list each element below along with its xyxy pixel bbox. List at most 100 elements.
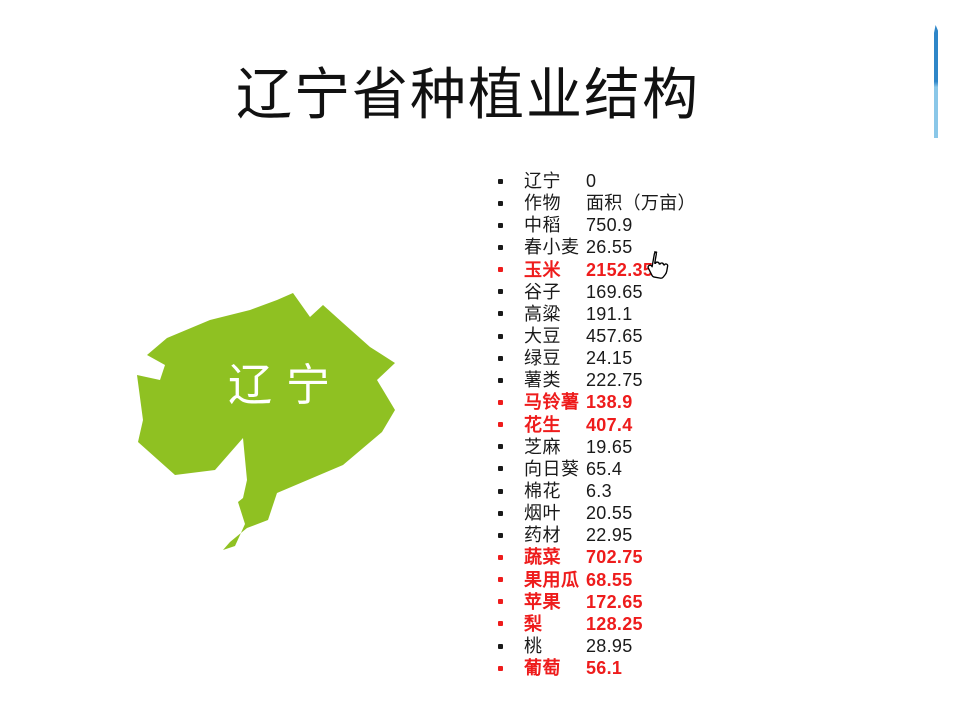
bullet-icon bbox=[486, 510, 514, 516]
crop-row: 薯类 222.75 bbox=[486, 369, 696, 391]
crop-row: 中稻 750.9 bbox=[486, 214, 696, 236]
crop-row: 作物 面积（万亩） bbox=[486, 192, 696, 214]
bullet-icon bbox=[486, 621, 514, 627]
bullet-icon bbox=[486, 311, 514, 317]
crop-value: 26.55 bbox=[586, 237, 633, 258]
bullet-icon bbox=[486, 466, 514, 472]
scrollbar-thumb[interactable] bbox=[934, 25, 938, 138]
crop-value: 19.65 bbox=[586, 436, 633, 457]
bullet-icon bbox=[486, 532, 514, 538]
bullet-icon bbox=[486, 178, 514, 184]
crop-value: 407.4 bbox=[586, 414, 633, 435]
crop-label: 桃 bbox=[524, 636, 543, 657]
bullet-icon bbox=[486, 444, 514, 450]
crop-value: 191.1 bbox=[586, 303, 633, 324]
crop-row: 春小麦 26.55 bbox=[486, 236, 696, 258]
crop-label: 马铃薯 bbox=[524, 392, 580, 413]
crop-label: 花生 bbox=[524, 414, 561, 435]
bullet-icon bbox=[486, 577, 514, 583]
crop-label: 蔬菜 bbox=[524, 547, 561, 568]
crop-label: 谷子 bbox=[524, 281, 561, 302]
crop-label: 向日葵 bbox=[524, 458, 580, 479]
map-label: 辽宁 bbox=[228, 361, 344, 410]
crop-value: 750.9 bbox=[586, 215, 633, 236]
crop-value: 222.75 bbox=[586, 370, 643, 391]
crop-row: 梨 128.25 bbox=[486, 613, 696, 635]
crop-value: 6.3 bbox=[586, 481, 612, 502]
bullet-icon bbox=[486, 643, 514, 649]
bullet-icon bbox=[486, 422, 514, 428]
liaoning-map: 辽宁 bbox=[137, 293, 395, 550]
liaoning-map-shape bbox=[137, 293, 395, 550]
crop-value: 702.75 bbox=[586, 547, 643, 568]
crop-label: 绿豆 bbox=[524, 348, 561, 369]
bullet-icon bbox=[486, 289, 514, 295]
bullet-icon bbox=[486, 554, 514, 560]
bullet-icon bbox=[486, 599, 514, 605]
crop-label: 玉米 bbox=[524, 259, 561, 280]
crop-list: 辽宁 0 作物 面积（万亩） 中稻 750.9 春小麦 26.55 玉米 215… bbox=[486, 170, 696, 679]
crop-row: 芝麻 19.65 bbox=[486, 436, 696, 458]
crop-label: 大豆 bbox=[524, 326, 561, 347]
bullet-icon bbox=[486, 377, 514, 383]
crop-row: 马铃薯 138.9 bbox=[486, 391, 696, 413]
crop-label: 葡萄 bbox=[524, 658, 561, 679]
crop-label: 作物 bbox=[524, 193, 561, 214]
crop-row: 桃 28.95 bbox=[486, 635, 696, 657]
crop-value: 169.65 bbox=[586, 281, 643, 302]
crop-value: 457.65 bbox=[586, 326, 643, 347]
crop-value: 138.9 bbox=[586, 392, 633, 413]
crop-value: 24.15 bbox=[586, 348, 633, 369]
crop-value: 22.95 bbox=[586, 525, 633, 546]
crop-row: 向日葵 65.4 bbox=[486, 458, 696, 480]
crop-row: 高粱 191.1 bbox=[486, 303, 696, 325]
crop-value: 2152.35 bbox=[586, 259, 654, 280]
bullet-icon bbox=[486, 665, 514, 671]
crop-label: 苹果 bbox=[524, 591, 561, 612]
crop-value: 面积（万亩） bbox=[586, 193, 696, 214]
crop-label: 辽宁 bbox=[524, 171, 561, 192]
crop-label: 棉花 bbox=[524, 481, 561, 502]
slide-title: 辽宁省种植业结构 bbox=[236, 65, 700, 127]
bullet-icon bbox=[486, 333, 514, 339]
crop-value: 65.4 bbox=[586, 458, 623, 479]
crop-label: 梨 bbox=[524, 613, 543, 634]
crop-row: 蔬菜 702.75 bbox=[486, 546, 696, 568]
crop-row: 谷子 169.65 bbox=[486, 281, 696, 303]
crop-label: 中稻 bbox=[524, 215, 561, 236]
crop-value: 56.1 bbox=[586, 658, 623, 679]
crop-row: 果用瓜 68.55 bbox=[486, 569, 696, 591]
bullet-icon bbox=[486, 267, 514, 273]
crop-value: 28.95 bbox=[586, 636, 633, 657]
crop-label: 烟叶 bbox=[524, 503, 561, 524]
crop-row: 玉米 2152.35 bbox=[486, 259, 696, 281]
crop-label: 春小麦 bbox=[524, 237, 580, 258]
crop-label: 果用瓜 bbox=[524, 569, 580, 590]
crop-row: 辽宁 0 bbox=[486, 170, 696, 192]
bullet-icon bbox=[486, 355, 514, 361]
crop-row: 绿豆 24.15 bbox=[486, 347, 696, 369]
crop-label: 高粱 bbox=[524, 303, 561, 324]
bullet-icon bbox=[486, 244, 514, 250]
bullet-icon bbox=[486, 488, 514, 494]
crop-row: 棉花 6.3 bbox=[486, 480, 696, 502]
crop-label: 药材 bbox=[524, 525, 561, 546]
bullet-icon bbox=[486, 222, 514, 228]
crop-row: 花生 407.4 bbox=[486, 414, 696, 436]
crop-value: 0 bbox=[586, 171, 597, 192]
crop-value: 172.65 bbox=[586, 591, 643, 612]
crop-row: 葡萄 56.1 bbox=[486, 657, 696, 679]
bullet-icon bbox=[486, 399, 514, 405]
crop-row: 苹果 172.65 bbox=[486, 591, 696, 613]
crop-label: 薯类 bbox=[524, 370, 561, 391]
crop-row: 大豆 457.65 bbox=[486, 325, 696, 347]
crop-row: 烟叶 20.55 bbox=[486, 502, 696, 524]
hand-pointer-icon bbox=[647, 251, 669, 279]
crop-value: 128.25 bbox=[586, 613, 643, 634]
bullet-icon bbox=[486, 200, 514, 206]
crop-value: 20.55 bbox=[586, 503, 633, 524]
crop-label: 芝麻 bbox=[524, 436, 561, 457]
crop-row: 药材 22.95 bbox=[486, 524, 696, 546]
crop-value: 68.55 bbox=[586, 569, 633, 590]
